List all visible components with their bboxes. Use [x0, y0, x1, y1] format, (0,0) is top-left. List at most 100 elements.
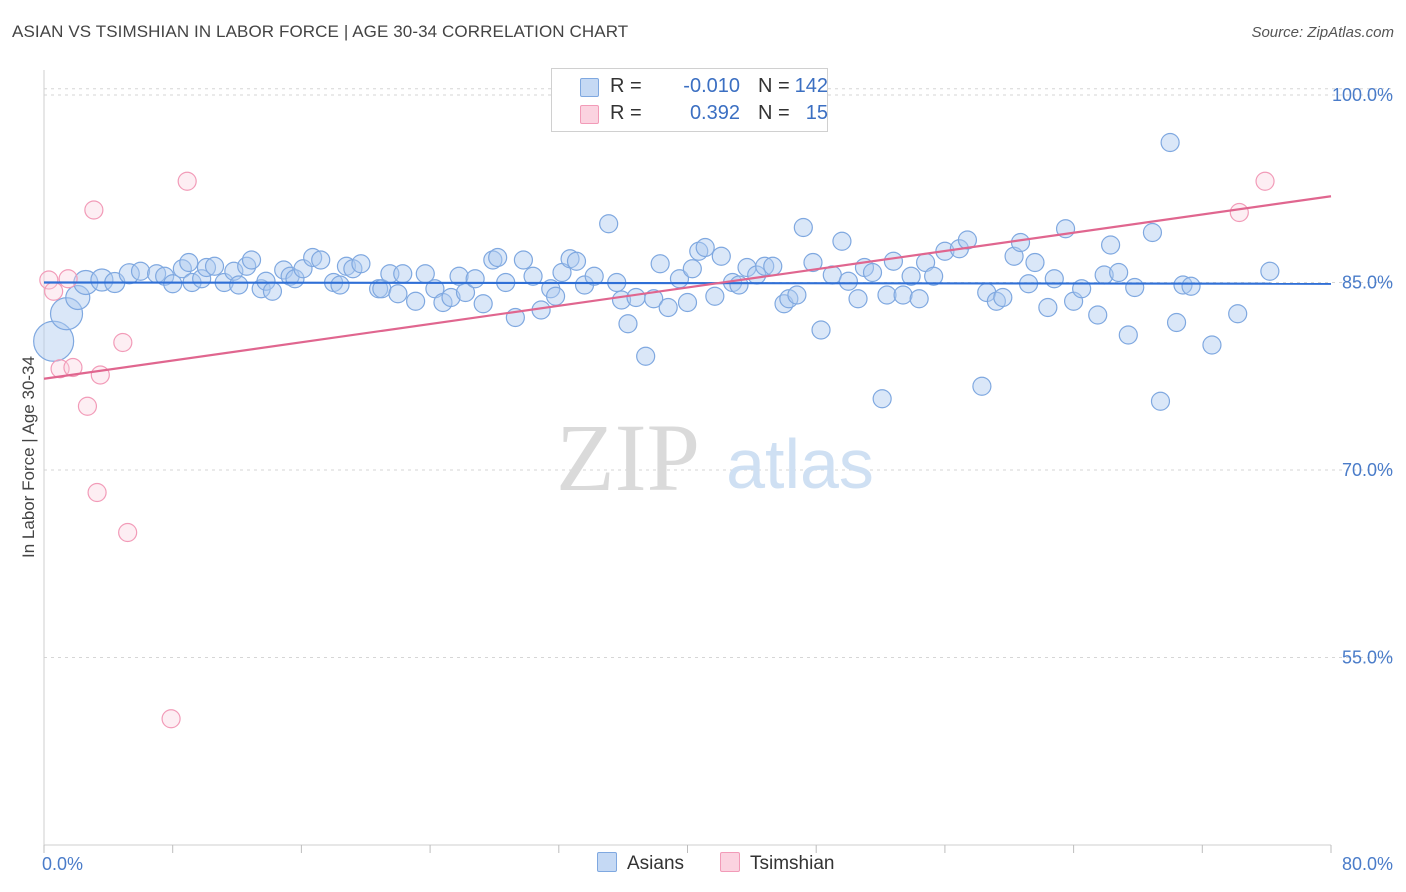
asians-legend-label: Asians [627, 853, 685, 874]
data-point [58, 269, 78, 289]
data-point [441, 287, 461, 308]
data-point [872, 389, 892, 409]
data-point [848, 289, 868, 309]
data-point [909, 289, 929, 309]
data-point [49, 297, 84, 331]
asians-legend-swatch [597, 852, 617, 872]
data-point [523, 266, 543, 286]
data-point [177, 171, 197, 191]
chart-title: ASIAN VS TSIMSHIAN IN LABOR FORCE | AGE … [12, 22, 629, 41]
data-point [118, 263, 140, 285]
data-point [1118, 325, 1138, 345]
data-point [626, 287, 646, 308]
legend-item-asians: Asians [597, 852, 684, 875]
tsimshian-swatch [580, 105, 599, 124]
y-axis-label: In Labor Force | Age 30-34 [19, 356, 38, 558]
data-point [893, 285, 913, 305]
data-point [1025, 252, 1045, 273]
watermark-zip: ZIP [556, 404, 700, 511]
data-point [838, 271, 858, 291]
data-point [330, 275, 350, 295]
y-tick-label: 100.0% [1332, 85, 1393, 105]
data-point [711, 246, 731, 266]
data-point [65, 284, 91, 311]
data-point [1173, 275, 1193, 295]
axes [43, 70, 1332, 853]
data-point [618, 314, 638, 334]
data-point [599, 214, 619, 234]
data-point [161, 709, 181, 729]
data-point [1142, 222, 1163, 243]
tsimshian-legend-label: Tsimshian [750, 853, 835, 874]
n-label: N = [758, 75, 790, 97]
data-point [44, 281, 64, 301]
data-point [241, 250, 262, 270]
data-point [33, 320, 75, 362]
data-point [1160, 132, 1180, 153]
data-point [566, 251, 587, 271]
data-point [755, 256, 775, 276]
data-point [163, 274, 183, 294]
data-point [513, 250, 534, 270]
watermark-atlas: atlas [726, 425, 874, 503]
data-point [39, 270, 59, 290]
data-point [650, 254, 670, 274]
data-point [811, 320, 831, 340]
data-point [1010, 232, 1031, 253]
trend-lines [43, 195, 1332, 380]
asians-swatch [580, 78, 599, 97]
data-point [763, 256, 783, 276]
data-point [1255, 171, 1275, 191]
y-tick-label: 85.0% [1342, 273, 1393, 293]
source-label: Source: ZipAtlas.com [1251, 24, 1394, 41]
data-point [883, 251, 904, 271]
data-point [311, 250, 331, 270]
data-point [113, 332, 133, 353]
data-point [90, 268, 114, 292]
data-point [488, 247, 508, 268]
data-point [473, 294, 493, 314]
data-point [677, 292, 698, 313]
data-point [1125, 277, 1145, 298]
data-point [77, 396, 98, 416]
r-label: R = [610, 75, 642, 97]
n-value: 142 [794, 75, 828, 97]
data-point [256, 271, 276, 291]
data-point [118, 522, 138, 543]
data-point [90, 365, 110, 385]
data-point [388, 284, 408, 304]
trend-line [43, 281, 1332, 285]
data-point [793, 217, 813, 238]
data-point [449, 266, 469, 286]
data-point [1260, 261, 1280, 281]
data-point [196, 257, 217, 278]
data-point [545, 286, 566, 306]
data-point [465, 269, 485, 289]
x-tick-label: 0.0% [42, 854, 83, 874]
trend-line [43, 195, 1332, 380]
data-point [1101, 235, 1121, 255]
data-point [901, 266, 921, 286]
data-point [877, 285, 897, 305]
grid-lines [44, 88, 1391, 658]
tick-labels: 55.0% 70.0% 85.0% 100.0% 0.0% 80.0% [42, 85, 1393, 874]
stats-legend: R = -0.010 N = 142 R = 0.392 N = 15 [551, 68, 828, 132]
data-point [1038, 297, 1058, 318]
data-point [179, 252, 199, 273]
watermark: ZIP atlas [556, 404, 874, 511]
data-point [204, 256, 225, 276]
data-point [584, 266, 604, 286]
data-point [832, 231, 852, 251]
n-label: N = [758, 102, 790, 124]
data-point [1088, 305, 1108, 325]
r-value: -0.010 [683, 75, 740, 97]
data-point [406, 291, 426, 311]
data-point [84, 200, 104, 220]
data-point [705, 286, 725, 306]
data-point [1150, 391, 1171, 411]
data-point [229, 275, 249, 295]
data-point [682, 259, 702, 279]
r-label: R = [610, 102, 642, 124]
data-point [1202, 335, 1222, 355]
data-point [1181, 276, 1201, 296]
